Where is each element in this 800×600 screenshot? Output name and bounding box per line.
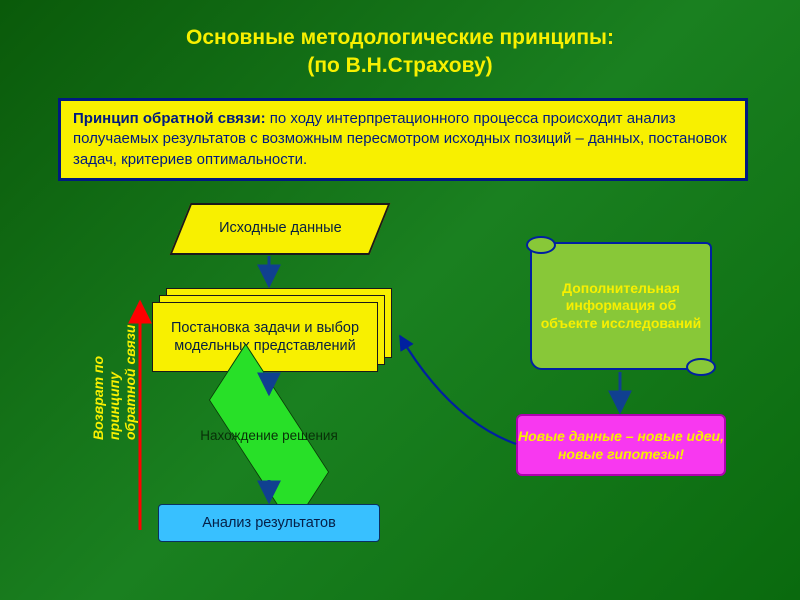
node-solve: Нахождение решения [160,390,378,482]
node-input-label: Исходные данные [219,220,342,237]
description-box: Принцип обратной связи: по ходу интерпре… [58,98,748,181]
node-extra-info: Дополнительная информация об объекте исс… [530,242,712,370]
node-newdata-label: Новые данные – новые идеи, новые гипотез… [518,427,724,463]
return-line3: обратной связи [122,325,138,440]
title-line2: (по В.Н.Страхову) [307,54,492,77]
return-line2: принципу [106,325,122,440]
node-task-stack: Постановка задачи и выбор модельных пред… [152,288,390,366]
node-new-data: Новые данные – новые идеи, новые гипотез… [516,414,726,476]
node-task-label: Постановка задачи и выбор модельных пред… [163,319,367,355]
return-label: Возврат по принципу обратной связи [90,325,138,440]
node-analysis: Анализ результатов [158,504,380,542]
page-title: Основные методологические принципы: (по … [0,0,800,81]
arrow-newdata-to-task [400,336,516,444]
node-solve-label: Нахождение решения [200,428,338,445]
title-line1: Основные методологические принципы: [186,26,614,49]
description-bold: Принцип обратной связи: [73,110,266,127]
node-analysis-label: Анализ результатов [202,515,336,531]
node-extra-label: Дополнительная информация об объекте исс… [540,280,702,333]
node-input-data: Исходные данные [169,203,390,255]
stack-layer-front: Постановка задачи и выбор модельных пред… [152,302,378,372]
return-line1: Возврат по [90,356,106,440]
